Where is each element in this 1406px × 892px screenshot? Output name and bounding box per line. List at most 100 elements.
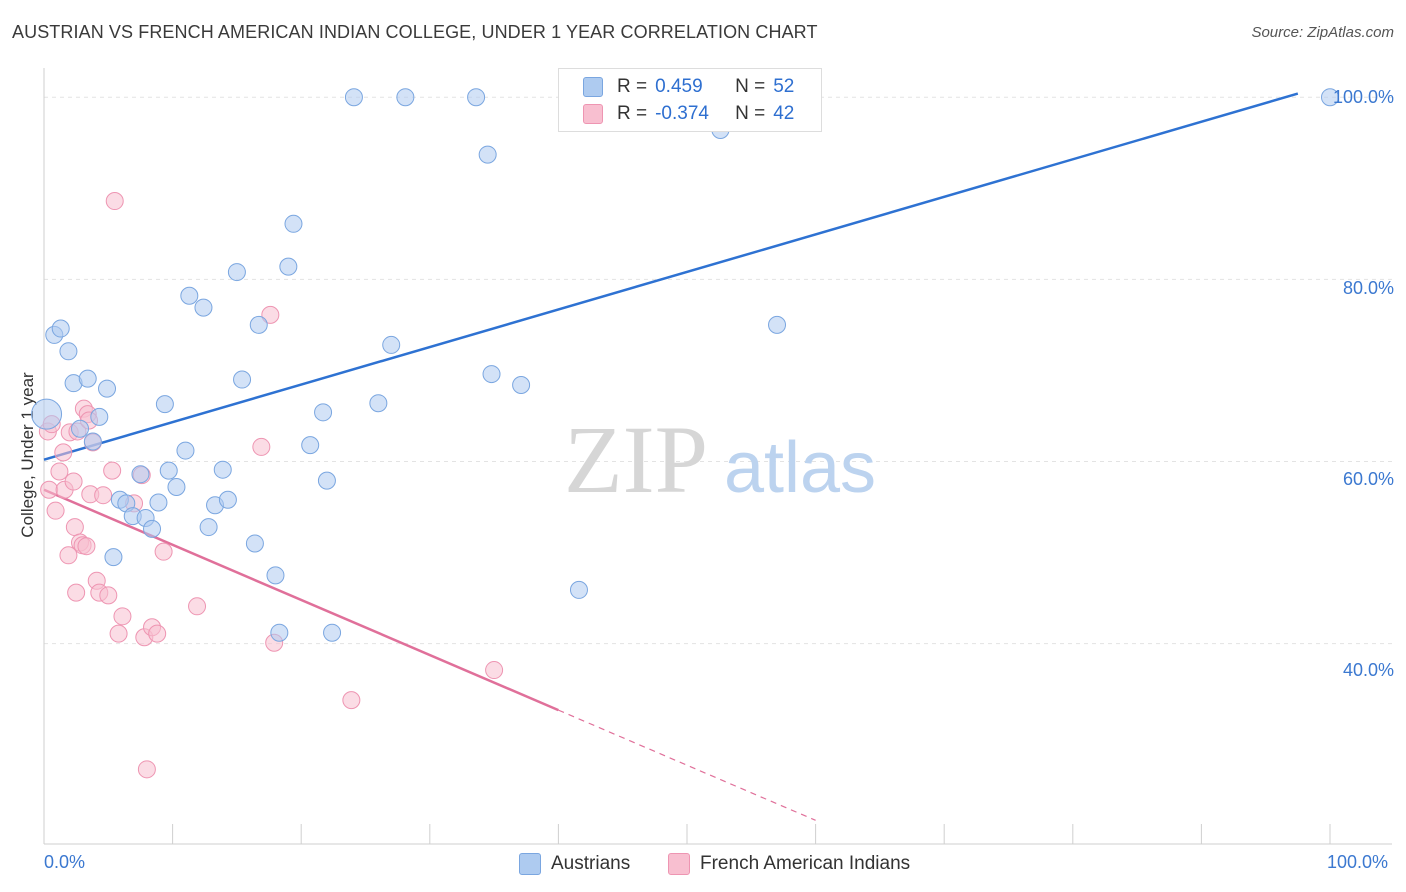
legend-item-austrians[interactable]: Austrians bbox=[519, 852, 630, 876]
r-value: 0.459 bbox=[655, 76, 703, 97]
french-legend-swatch bbox=[668, 853, 690, 875]
austrians-point bbox=[227, 263, 246, 282]
austrians-point bbox=[382, 335, 401, 354]
stats-row-french: R = -0.374 N = 42 bbox=[583, 101, 794, 127]
austrians-point bbox=[1321, 88, 1339, 107]
austrians-point bbox=[314, 403, 333, 422]
french-swatch bbox=[583, 104, 603, 124]
austrians-point bbox=[270, 623, 289, 642]
legend-label: French American Indians bbox=[700, 853, 911, 874]
trend-line-austrians bbox=[43, 92, 1299, 461]
y-tick-label-100: 100.0% bbox=[1332, 87, 1394, 107]
austrians-point bbox=[180, 286, 199, 305]
austrians-point bbox=[301, 436, 320, 455]
legend-label: Austrians bbox=[551, 853, 631, 874]
austrians-point bbox=[218, 490, 237, 509]
austrians-point bbox=[71, 419, 90, 438]
y-tick-label-60: 60.0% bbox=[1342, 469, 1394, 489]
french-point bbox=[148, 624, 167, 643]
austrians-point bbox=[98, 379, 117, 398]
trend-lines bbox=[43, 92, 1299, 821]
french-point bbox=[99, 586, 118, 605]
french-point bbox=[137, 760, 156, 779]
watermark-atlas: atlas bbox=[724, 428, 876, 508]
french-point bbox=[109, 624, 128, 643]
gridlines bbox=[44, 96, 1392, 645]
french-point bbox=[252, 437, 271, 456]
french-point bbox=[342, 691, 361, 710]
stats-box: R = 0.459 N = 52 R = -0.374 N = 42 bbox=[558, 68, 822, 132]
french-point bbox=[261, 305, 280, 324]
austrians-point bbox=[768, 315, 787, 334]
r-value: -0.374 bbox=[655, 103, 709, 124]
austrians-point bbox=[131, 465, 150, 484]
r-label: R = bbox=[617, 76, 648, 97]
n-label: N = bbox=[735, 103, 766, 124]
austrians-point bbox=[396, 88, 415, 107]
french-point bbox=[67, 583, 86, 602]
austrians-point bbox=[176, 441, 195, 460]
austrians-point bbox=[467, 88, 486, 107]
austrians-point bbox=[104, 548, 123, 567]
french-point bbox=[103, 461, 122, 480]
austrians-point bbox=[213, 460, 232, 479]
axes bbox=[43, 68, 1392, 845]
y-tick-label-40: 40.0% bbox=[1342, 660, 1394, 680]
austrians-point bbox=[478, 145, 497, 164]
n-value: 42 bbox=[773, 103, 795, 124]
x-tick-label-max: 100.0% bbox=[1327, 852, 1389, 872]
stats-row-austrians: R = 0.459 N = 52 bbox=[583, 74, 794, 100]
y-tick-label-80: 80.0% bbox=[1342, 278, 1394, 298]
austrians-point bbox=[245, 534, 264, 553]
austrians-point bbox=[512, 376, 531, 394]
austrians-point bbox=[249, 315, 268, 334]
austrians-point bbox=[194, 298, 213, 317]
austrians-point bbox=[317, 471, 336, 490]
french-point bbox=[50, 462, 69, 481]
austrians-point bbox=[78, 369, 97, 388]
austrians-point bbox=[167, 478, 186, 496]
austrians-point bbox=[284, 214, 303, 233]
trend-line-french bbox=[43, 488, 559, 712]
french-point bbox=[188, 597, 207, 616]
french-point bbox=[59, 546, 78, 565]
x-tick-label-min: 0.0% bbox=[44, 852, 86, 872]
data-points bbox=[31, 88, 1339, 779]
austrians-point bbox=[90, 407, 109, 426]
trend-line-french-extension bbox=[558, 709, 816, 821]
austrians-point bbox=[51, 319, 70, 338]
french-point bbox=[54, 443, 73, 462]
austrians-point bbox=[279, 257, 298, 276]
austrians-point bbox=[199, 518, 218, 537]
austrians-point bbox=[83, 432, 102, 451]
french-point bbox=[64, 472, 83, 491]
r-label: R = bbox=[617, 103, 648, 124]
austrians-legend-swatch bbox=[519, 853, 541, 875]
source-label: Source: ZipAtlas.com bbox=[1251, 24, 1394, 41]
austrians-point bbox=[159, 461, 178, 480]
austrians-point bbox=[149, 493, 168, 512]
french-point bbox=[46, 501, 65, 520]
n-label: N = bbox=[735, 76, 766, 97]
austrians-point bbox=[155, 395, 174, 414]
austrians-point bbox=[369, 394, 388, 413]
french-point bbox=[65, 518, 84, 537]
french-point bbox=[154, 542, 173, 561]
austrians-point bbox=[143, 519, 162, 538]
austrians-point bbox=[59, 342, 78, 361]
french-point bbox=[485, 661, 504, 680]
austrians-swatch bbox=[583, 77, 603, 97]
watermark-zip: ZIP bbox=[564, 406, 708, 513]
austrians-point bbox=[31, 398, 63, 430]
legend-item-french[interactable]: French American Indians bbox=[668, 852, 910, 876]
austrians-point bbox=[344, 88, 363, 107]
austrians-point bbox=[482, 365, 501, 384]
french-point bbox=[113, 607, 132, 626]
austrians-point bbox=[569, 580, 588, 599]
french-point bbox=[105, 192, 124, 211]
chart-title: AUSTRIAN VS FRENCH AMERICAN INDIAN COLLE… bbox=[12, 22, 818, 42]
french-point bbox=[94, 486, 113, 505]
n-value: 52 bbox=[773, 76, 795, 97]
french-point bbox=[77, 537, 96, 556]
